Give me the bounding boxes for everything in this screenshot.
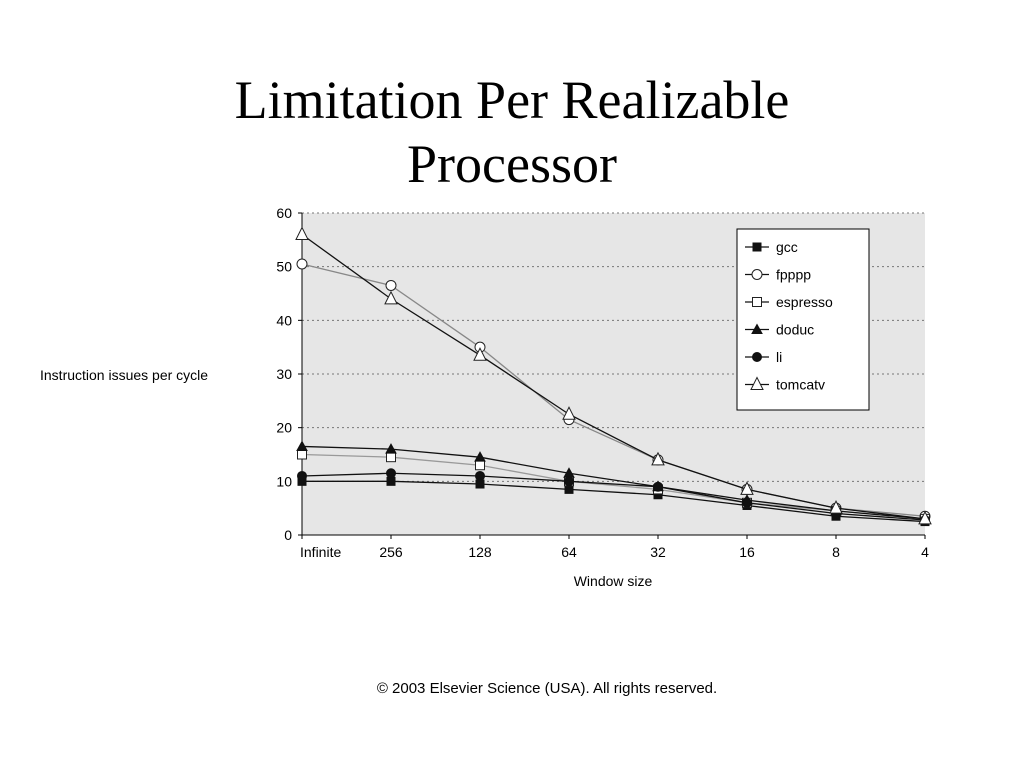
series-tomcatv bbox=[295, 226, 932, 525]
data-point-li bbox=[475, 470, 485, 481]
y-tick-label: 40 bbox=[276, 312, 292, 328]
y-tick-label: 10 bbox=[276, 473, 292, 489]
legend-marker-tomcatv bbox=[750, 376, 764, 390]
series-group bbox=[295, 226, 932, 527]
series-line-gcc bbox=[302, 480, 926, 523]
x-tick-label: 8 bbox=[832, 544, 840, 560]
legend-item-doduc: doduc bbox=[745, 322, 814, 338]
data-point-gcc bbox=[386, 476, 396, 486]
x-tick-label: Infinite bbox=[300, 544, 341, 560]
legend-item-tomcatv: tomcatv bbox=[745, 376, 825, 393]
x-tick-label: 128 bbox=[468, 544, 492, 560]
x-tick-label: 16 bbox=[739, 544, 755, 560]
y-tick-label: 50 bbox=[276, 259, 292, 275]
data-point-li bbox=[386, 468, 396, 479]
y-tick-label: 0 bbox=[284, 527, 292, 543]
legend: gcc fpppp espresso doduc li tomcatv bbox=[736, 228, 870, 411]
legend-box bbox=[736, 228, 870, 411]
series-line-tomcatv bbox=[301, 233, 926, 520]
data-point-doduc bbox=[474, 451, 486, 462]
data-point-tomcatv bbox=[384, 290, 398, 305]
data-point-fpppp bbox=[296, 258, 308, 270]
legend-marker-li bbox=[752, 352, 762, 362]
legend-item-espresso: espresso bbox=[745, 294, 833, 310]
data-point-gcc bbox=[475, 479, 485, 489]
data-point-doduc bbox=[385, 443, 397, 454]
x-tick-label: 64 bbox=[561, 544, 577, 560]
data-point-tomcatv bbox=[295, 226, 309, 240]
data-point-espresso bbox=[386, 452, 396, 463]
data-point-gcc bbox=[564, 484, 574, 494]
data-point-li bbox=[742, 497, 752, 508]
copyright-notice: © 2003 Elsevier Science (USA). All right… bbox=[376, 680, 718, 697]
line-chart: 0 10 20 30 40 50 60 Infinite 256 128 64 32 16 8 4 Ins… bbox=[40, 205, 932, 589]
legend-label: tomcatv bbox=[776, 377, 825, 393]
x-ticks: Infinite 256 128 64 32 16 8 4 bbox=[300, 535, 929, 560]
legend-item-gcc: gcc bbox=[745, 239, 798, 255]
y-tick-label: 60 bbox=[276, 205, 292, 221]
data-point-tomcatv bbox=[473, 347, 487, 361]
gridlines bbox=[302, 212, 925, 482]
series-line-doduc bbox=[301, 445, 926, 520]
data-point-tomcatv bbox=[651, 451, 665, 466]
series-line-li bbox=[301, 472, 926, 521]
data-point-tomcatv bbox=[562, 406, 576, 420]
legend-label: fpppp bbox=[776, 267, 811, 283]
data-point-li bbox=[297, 470, 307, 481]
y-tick-label: 30 bbox=[276, 366, 292, 382]
x-tick-label: 256 bbox=[379, 544, 403, 560]
data-point-espresso bbox=[297, 449, 307, 460]
data-point-tomcatv bbox=[829, 500, 843, 514]
x-tick-label: 4 bbox=[921, 544, 929, 560]
data-point-fpppp bbox=[385, 279, 397, 291]
data-point-espresso bbox=[475, 460, 485, 471]
data-point-li bbox=[564, 476, 574, 487]
data-point-tomcatv bbox=[740, 481, 754, 495]
legend-label: li bbox=[776, 349, 782, 365]
legend-marker-fpppp bbox=[751, 269, 763, 280]
data-point-doduc bbox=[296, 440, 308, 451]
legend-label: espresso bbox=[776, 294, 833, 310]
legend-marker-gcc bbox=[752, 242, 762, 252]
y-axis-label: Instruction issues per cycle bbox=[40, 367, 208, 383]
x-axis-label: Window size bbox=[574, 573, 653, 589]
x-tick-label: 32 bbox=[650, 544, 666, 560]
legend-item-li: li bbox=[745, 349, 782, 365]
data-point-tomcatv bbox=[918, 510, 932, 525]
y-tick-label: 20 bbox=[276, 420, 292, 436]
legend-marker-espresso bbox=[752, 297, 762, 307]
legend-marker-doduc bbox=[751, 323, 763, 334]
legend-label: doduc bbox=[776, 322, 814, 338]
legend-label: gcc bbox=[776, 239, 798, 255]
data-point-li bbox=[653, 481, 663, 492]
slide-title: Limitation Per Realizable Processor bbox=[0, 68, 1024, 196]
y-ticks: 0 10 20 30 40 50 60 bbox=[276, 205, 302, 543]
slide-title-line2: Processor bbox=[407, 134, 617, 194]
slide-title-line1: Limitation Per Realizable bbox=[234, 70, 790, 130]
legend-item-fpppp: fpppp bbox=[745, 267, 811, 283]
